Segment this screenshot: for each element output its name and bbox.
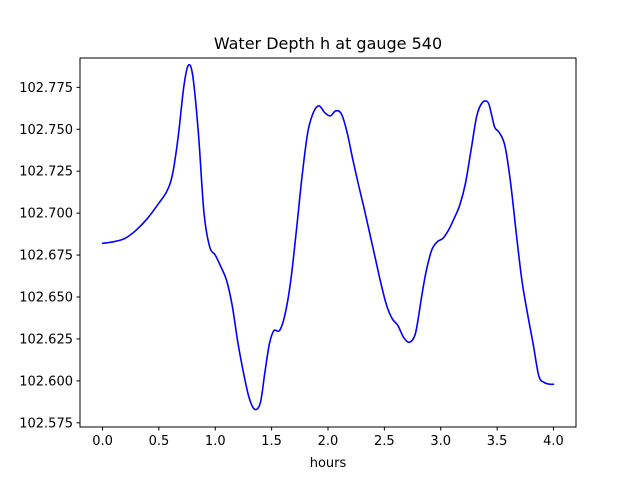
x-tick-label: 0.5 xyxy=(149,434,170,449)
x-tick-label: 4.0 xyxy=(543,434,564,449)
series-layer xyxy=(101,63,555,411)
chart-title: Water Depth h at gauge 540 xyxy=(214,34,442,53)
x-tick-label: 3.5 xyxy=(487,434,508,449)
y-tick-label: 102.650 xyxy=(19,291,73,306)
y-tick-label: 102.675 xyxy=(19,249,73,264)
x-tick-label: 1.5 xyxy=(261,434,282,449)
x-tick-label: 2.5 xyxy=(374,434,395,449)
x-tick-label: 1.0 xyxy=(205,434,226,449)
series-line xyxy=(101,63,555,411)
y-axis: 102.575 102.600 102.625 102.650 102.675 102.7… xyxy=(19,81,80,431)
y-tick-label: 102.575 xyxy=(19,416,73,431)
y-tick-label: 102.700 xyxy=(19,207,73,222)
y-tick-label: 102.600 xyxy=(19,374,73,389)
x-tick-label: 0.0 xyxy=(92,434,113,449)
x-tick-label: 2.0 xyxy=(318,434,339,449)
x-axis: 0.0 0.5 1.0 1.5 2.0 2.5 3.0 3.5 4.0 xyxy=(92,427,564,449)
x-tick-label: 3.0 xyxy=(430,434,451,449)
plot-frame xyxy=(79,57,577,428)
plot-area xyxy=(80,58,576,427)
y-tick-label: 102.625 xyxy=(19,332,73,347)
y-tick-label: 102.725 xyxy=(19,165,73,180)
x-axis-label: hours xyxy=(310,456,347,471)
y-tick-label: 102.750 xyxy=(19,123,73,138)
y-tick-label: 102.775 xyxy=(19,81,73,96)
